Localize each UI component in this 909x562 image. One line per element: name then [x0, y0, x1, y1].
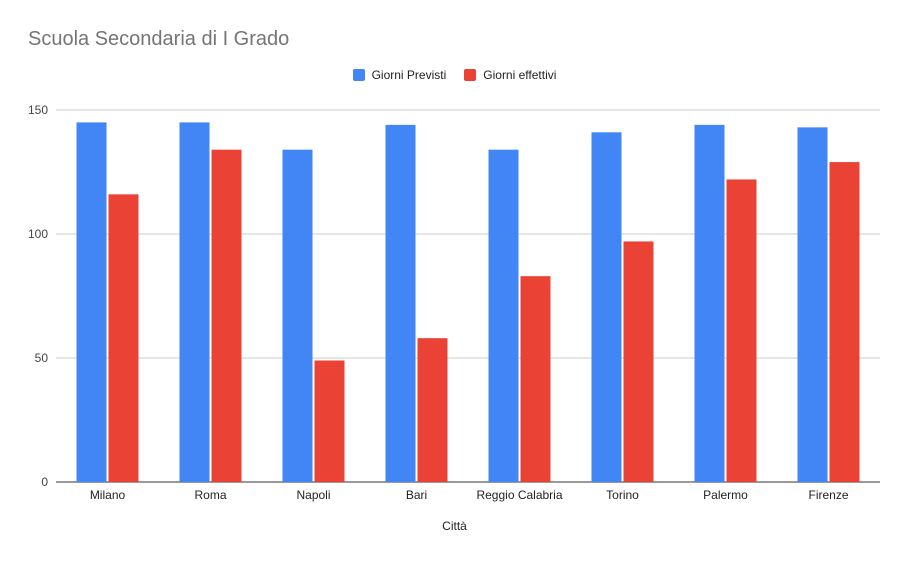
x-category-label: Palermo [703, 488, 748, 502]
legend-label-effettivi: Giorni effettivi [483, 68, 557, 82]
x-category-label: Torino [606, 488, 639, 502]
x-category-label: Milano [90, 488, 126, 502]
legend-item-effettivi[interactable]: Giorni effettivi [464, 68, 556, 82]
x-category-label: Reggio Calabria [476, 488, 562, 502]
y-tick-label: 100 [28, 227, 48, 241]
legend-label-previsti: Giorni Previsti [371, 68, 447, 82]
y-tick-label: 0 [41, 475, 48, 489]
bar-previsti-roma[interactable] [179, 122, 210, 483]
legend: Giorni Previsti Giorni effettivi [0, 68, 909, 82]
bar-previsti-palermo[interactable] [694, 124, 725, 482]
bar-effettivi-bari[interactable] [417, 338, 448, 482]
bar-previsti-firenze[interactable] [797, 127, 828, 483]
bar-effettivi-torino[interactable] [623, 241, 654, 482]
bar-effettivi-napoli[interactable] [314, 360, 345, 482]
y-tick-label: 50 [35, 351, 49, 365]
x-category-label: Bari [406, 488, 427, 502]
bar-previsti-torino[interactable] [591, 132, 622, 482]
chart-title: Scuola Secondaria di I Grado [28, 28, 290, 50]
legend-item-previsti[interactable]: Giorni Previsti [352, 68, 447, 82]
y-tick-label: 150 [28, 103, 48, 117]
bar-previsti-milano[interactable] [76, 122, 107, 483]
bar-previsti-bari[interactable] [385, 124, 416, 482]
bars [76, 122, 860, 483]
x-axis-categories: Milano Roma Napoli Bari Reggio Calabria Torin… [90, 488, 849, 502]
legend-swatch-effettivi [464, 69, 477, 81]
x-category-label: Napoli [296, 488, 330, 502]
y-axis-ticks: 0 50 100 150 [28, 103, 48, 489]
bar-previsti-napoli[interactable] [282, 149, 313, 482]
bar-effettivi-milano[interactable] [108, 194, 139, 482]
bar-effettivi-reggio-calabria[interactable] [520, 276, 551, 482]
bar-previsti-reggio-calabria[interactable] [488, 149, 519, 482]
x-category-label: Roma [194, 488, 226, 502]
bar-effettivi-firenze[interactable] [829, 162, 860, 482]
bar-effettivi-palermo[interactable] [726, 179, 757, 482]
legend-swatch-previsti [352, 69, 365, 81]
bar-effettivi-roma[interactable] [211, 149, 242, 482]
x-category-label: Firenze [808, 488, 848, 502]
x-axis-title: Città [442, 519, 467, 533]
